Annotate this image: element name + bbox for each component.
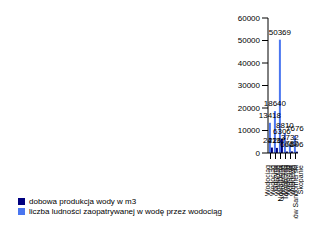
svg-text:50369: 50369 — [269, 28, 292, 37]
svg-text:6306: 6306 — [273, 127, 291, 136]
svg-text:596: 596 — [290, 140, 304, 149]
svg-text:30000: 30000 — [238, 81, 261, 90]
svg-text:18640: 18640 — [264, 99, 287, 108]
svg-text:60000: 60000 — [238, 14, 261, 23]
svg-text:10000: 10000 — [238, 126, 261, 135]
svg-text:13418: 13418 — [259, 111, 282, 120]
svg-text:0: 0 — [256, 149, 261, 158]
svg-text:20000: 20000 — [238, 104, 261, 113]
svg-text:40000: 40000 — [238, 59, 261, 68]
svg-text:WodociągSkopanie: WodociągSkopanie — [289, 165, 305, 196]
svg-text:50000: 50000 — [238, 36, 261, 45]
